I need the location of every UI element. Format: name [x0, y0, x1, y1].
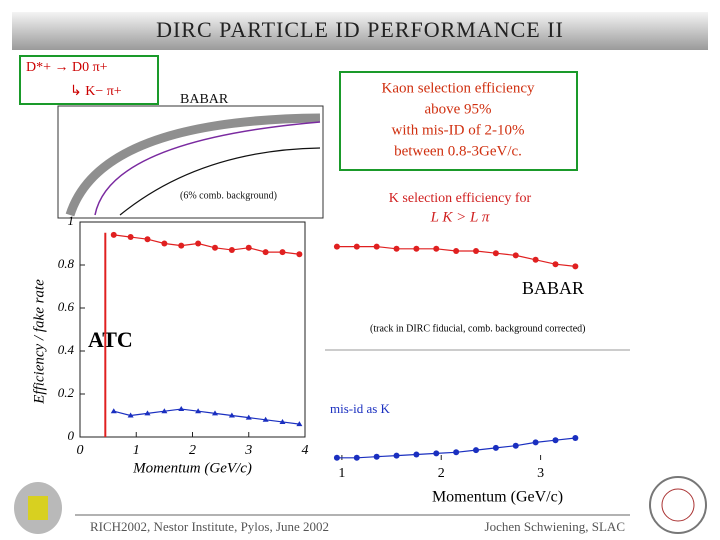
- point: [127, 234, 134, 241]
- point: [144, 236, 151, 243]
- point: [393, 245, 400, 252]
- point: [453, 248, 460, 254]
- point: [532, 256, 539, 263]
- note: (track in DIRC fiducial, comb. backgroun…: [370, 323, 585, 334]
- decay: D*+ → D0 π+: [26, 60, 108, 75]
- info-box: [339, 71, 578, 171]
- x-tick-label: 2: [189, 443, 196, 458]
- point: [532, 439, 539, 446]
- x-axis-label: Momentum (GeV/c): [132, 460, 252, 476]
- point: [512, 252, 519, 259]
- point: [178, 242, 185, 249]
- logo-elephant: [14, 482, 62, 534]
- point: [492, 250, 499, 257]
- point: [473, 248, 480, 254]
- babar-label: BABAR: [180, 92, 229, 107]
- point: [333, 243, 340, 250]
- point: [353, 243, 360, 250]
- footer-left: RICH2002, Nestor Institute, Pylos, June …: [90, 519, 329, 534]
- point: [413, 245, 420, 252]
- info-line: Kaon selection efficiency: [382, 80, 535, 96]
- point: [373, 243, 380, 250]
- y-tick-label: 0: [68, 428, 75, 443]
- x-axis-label: Momentum (GeV/c): [432, 489, 563, 506]
- inset-curve: [119, 147, 321, 216]
- plots: 0 1 2 3 4 0 0.2 0.4 0.6 0.8 1 Momentum (GeV/c) Effic…: [31, 213, 585, 506]
- x-tick-label: 3: [537, 466, 544, 481]
- point: [296, 251, 303, 258]
- y-tick-label: 0.4: [58, 342, 75, 357]
- title-bar: [12, 12, 708, 50]
- y-axis-label: Efficiency / fake rate: [31, 279, 47, 405]
- point: [127, 412, 134, 418]
- point: [195, 240, 202, 247]
- annotation: ATC: [88, 327, 133, 352]
- point: [433, 450, 440, 457]
- point: [453, 449, 460, 456]
- footer-right: Jochen Schwiening, SLAC: [485, 519, 625, 534]
- title: DIRC PARTICLE ID PERFORMANCE II: [156, 17, 564, 42]
- point: [572, 263, 579, 270]
- x-tick-label: 4: [302, 443, 309, 458]
- inset-note: (6% comb. background): [180, 190, 277, 201]
- inset-scatter: [65, 113, 321, 217]
- point: [262, 249, 269, 256]
- point: [212, 244, 218, 251]
- decay: ↳ K− π+: [70, 84, 122, 99]
- misid-label: mis-id as K: [330, 401, 391, 416]
- point: [228, 246, 235, 253]
- inset-frame: [57, 105, 324, 219]
- info-lines: Kaon selection efficiency above 95% with m…: [382, 80, 535, 159]
- point: [110, 408, 117, 414]
- point: [572, 435, 579, 441]
- annotation: BABAR: [522, 278, 584, 298]
- point: [212, 410, 218, 416]
- point: [228, 412, 235, 418]
- point: [473, 447, 480, 454]
- point: [552, 261, 559, 268]
- plot-frame: [79, 221, 306, 438]
- point: [512, 442, 519, 449]
- point: [433, 245, 440, 252]
- x-tick-label: 0: [77, 443, 84, 458]
- info-line: with mis-ID of 2-10%: [392, 122, 525, 138]
- point: [492, 444, 499, 451]
- point: [161, 408, 168, 414]
- point: [144, 410, 151, 416]
- caption: K selection efficiency for: [389, 191, 532, 206]
- logo-seal: [649, 476, 707, 534]
- y-tick-label: 1: [68, 213, 75, 228]
- y-tick-label: 0.2: [58, 385, 75, 400]
- inset-curve: [94, 121, 321, 216]
- x-tick-label: 1: [133, 443, 140, 458]
- x-tick-label: 1: [338, 466, 345, 481]
- point: [296, 421, 303, 427]
- point: [245, 414, 252, 420]
- point: [279, 418, 286, 424]
- point: [413, 451, 420, 458]
- point: [245, 244, 252, 251]
- info-line: above 95%: [424, 101, 491, 117]
- point: [373, 453, 380, 460]
- inset-box: [19, 55, 159, 105]
- x-tick-label: 3: [244, 443, 252, 458]
- point: [353, 454, 360, 461]
- point: [110, 231, 117, 238]
- point: [279, 249, 286, 256]
- info-line: between 0.8-3GeV/c.: [394, 143, 522, 159]
- point: [552, 437, 559, 444]
- point: [178, 406, 185, 412]
- y-tick-label: 0.8: [58, 256, 75, 271]
- point: [161, 240, 168, 247]
- caption: L K > L π: [430, 209, 490, 225]
- point: [393, 452, 400, 459]
- point: [195, 408, 202, 414]
- x-tick-label: 2: [438, 466, 445, 481]
- point: [333, 454, 340, 461]
- point: [262, 416, 269, 422]
- series-line: [113, 408, 300, 425]
- y-tick-label: 0.6: [58, 299, 75, 314]
